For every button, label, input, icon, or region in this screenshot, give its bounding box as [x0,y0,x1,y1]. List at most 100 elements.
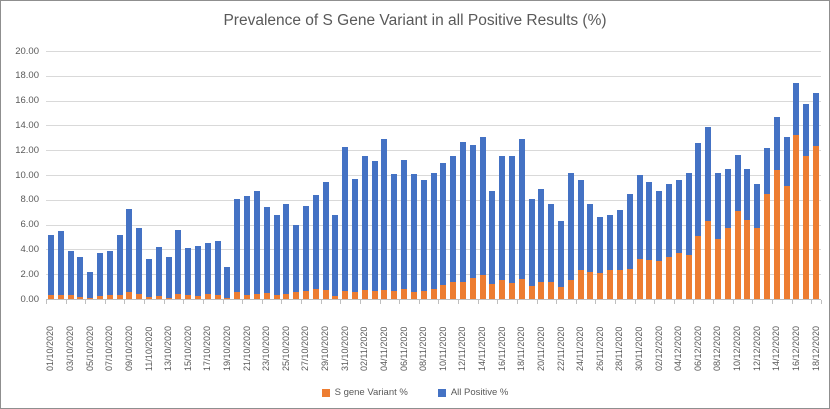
bar-s-gene-variant-segment [744,219,751,299]
bar-s-gene-variant-segment [126,292,133,299]
bar-all-positive-segment [685,172,692,255]
bar-all-positive-segment [656,191,663,261]
x-axis-tick [821,300,822,304]
bar-all-positive-segment [47,234,54,296]
bar-all-positive-segment [430,172,437,289]
bar-s-gene-variant-segment [77,297,84,299]
bar [675,179,682,299]
bar-s-gene-variant-segment [165,298,172,299]
x-axis-tick [340,300,342,304]
bar [352,178,359,299]
bar-s-gene-variant-segment [57,295,64,299]
bar [57,230,64,299]
y-axis-tick-label: 0.00 [20,293,40,305]
x-axis-tick-label: 18/12/2020 [810,325,821,371]
bar [371,161,378,299]
bar-all-positive-segment [499,156,506,281]
bar [440,162,447,299]
bar [312,194,319,299]
x-axis-tick [183,300,185,304]
x-axis-tick-label: 10/11/2020 [437,326,448,371]
bar-s-gene-variant-segment [705,220,712,299]
bar-all-positive-segment [459,141,466,282]
bar-all-positive-segment [126,208,133,293]
x-axis-tick-label: 06/11/2020 [398,326,409,371]
x-axis-tick [301,300,303,304]
bar-s-gene-variant-segment [136,294,143,299]
bar [273,214,280,299]
bar-all-positive-segment [469,145,476,278]
gridline [46,51,821,52]
x-axis-tick [418,300,420,304]
bar-all-positive-segment [567,172,574,281]
bar [410,173,417,299]
bar-all-positive-segment [528,198,535,286]
bar [106,250,113,299]
bar-s-gene-variant-segment [499,280,506,299]
x-axis-tick [438,300,440,304]
x-axis-tick-label: 10/12/2020 [732,325,743,371]
bar-s-gene-variant-segment [695,236,702,299]
chart-title: Prevalence of S Gene Variant in all Posi… [223,12,607,29]
bar [401,160,408,299]
bar-s-gene-variant-segment [204,294,211,299]
bar-s-gene-variant-segment [773,170,780,299]
x-axis-tick-label: 16/12/2020 [790,325,801,371]
bar-all-positive-segment [332,214,339,296]
x-axis-tick [320,300,322,304]
bar-all-positive-segment [224,266,231,298]
bar-s-gene-variant-segment [734,210,741,299]
y-axis-tick-label: 20.00 [15,45,39,57]
bar [116,234,123,299]
bar-all-positive-segment [322,182,329,291]
bar [665,183,672,299]
x-axis-tick [399,300,401,304]
bar-all-positive-segment [136,228,143,295]
bar-all-positive-segment [302,206,309,292]
bar [528,198,535,299]
bar-s-gene-variant-segment [155,296,162,299]
bar-s-gene-variant-segment [361,290,368,299]
bar [773,116,780,299]
bar-s-gene-variant-segment [96,296,103,299]
bar-all-positive-segment [253,191,260,294]
bar-all-positive-segment [548,203,555,283]
bar [185,248,192,299]
bar-s-gene-variant-segment [253,293,260,299]
bar [626,193,633,299]
x-axis-tick-label: 18/11/2020 [516,326,527,371]
bar [567,172,574,299]
x-axis-tick-label: 28/11/2020 [614,326,625,371]
x-axis-tick [65,300,67,304]
bar [754,183,761,299]
x-axis-tick-label: 09/10/2020 [123,325,134,371]
x-axis-tick [261,300,263,304]
bar-all-positive-segment [783,136,790,186]
bar-s-gene-variant-segment [577,270,584,299]
bar-all-positive-segment [450,156,457,282]
bar-all-positive-segment [489,191,496,284]
bar-s-gene-variant-segment [479,275,486,299]
bar-all-positive-segment [371,161,378,292]
bar-all-positive-segment [312,194,319,290]
bar [744,168,751,299]
bar-s-gene-variant-segment [469,277,476,299]
x-axis-tick [163,300,165,304]
legend-label-all-positive: All Positive % [450,387,509,398]
bar-s-gene-variant-segment [214,295,221,299]
bar-all-positive-segment [195,245,202,296]
gridline [46,150,821,152]
bar-all-positive-segment [695,142,702,237]
bar-all-positive-segment [273,214,280,295]
bar-s-gene-variant-segment [665,257,672,299]
bar-s-gene-variant-segment [185,295,192,299]
bar [155,246,162,299]
x-axis-tick-label: 02/11/2020 [359,326,370,371]
x-axis-tick [379,300,381,304]
bar-all-positive-segment [724,168,731,229]
bar [430,172,437,299]
bar-all-positive-segment [518,139,525,280]
bar-s-gene-variant-segment [450,281,457,299]
x-axis-tick [693,300,695,304]
bar-s-gene-variant-segment [175,294,182,299]
